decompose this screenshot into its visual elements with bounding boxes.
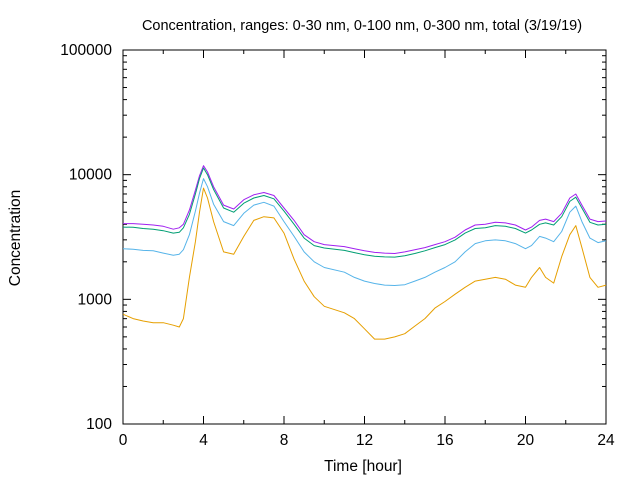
series-line-4 xyxy=(122,187,607,340)
x-tick-label: 20 xyxy=(517,432,535,449)
x-tick-label: 12 xyxy=(356,432,373,449)
x-tick-label: 8 xyxy=(280,432,289,449)
series-line-3 xyxy=(122,178,607,286)
x-tick-label: 24 xyxy=(597,432,615,449)
y-tick-label: 1000 xyxy=(78,291,113,308)
x-tick-label: 16 xyxy=(436,432,453,449)
y-axis-label: Concentration xyxy=(7,190,24,287)
y-tick-label: 10000 xyxy=(69,167,112,184)
x-axis-label: Time [hour] xyxy=(324,458,402,475)
y-tick-label: 100000 xyxy=(60,42,112,59)
chart-title: Concentration, ranges: 0-30 nm, 0-100 nm… xyxy=(142,18,582,34)
series-lines xyxy=(122,165,607,340)
axis-ticks: 0 4 8 12 16 20 24 100 1000 10000 100000 xyxy=(60,42,615,449)
y-tick-label: 100 xyxy=(86,416,112,433)
series-line-2 xyxy=(122,167,607,258)
plot-frame xyxy=(122,49,607,425)
x-tick-label: 0 xyxy=(119,432,128,449)
x-tick-label: 4 xyxy=(199,432,208,449)
series-line-1 xyxy=(123,165,607,254)
